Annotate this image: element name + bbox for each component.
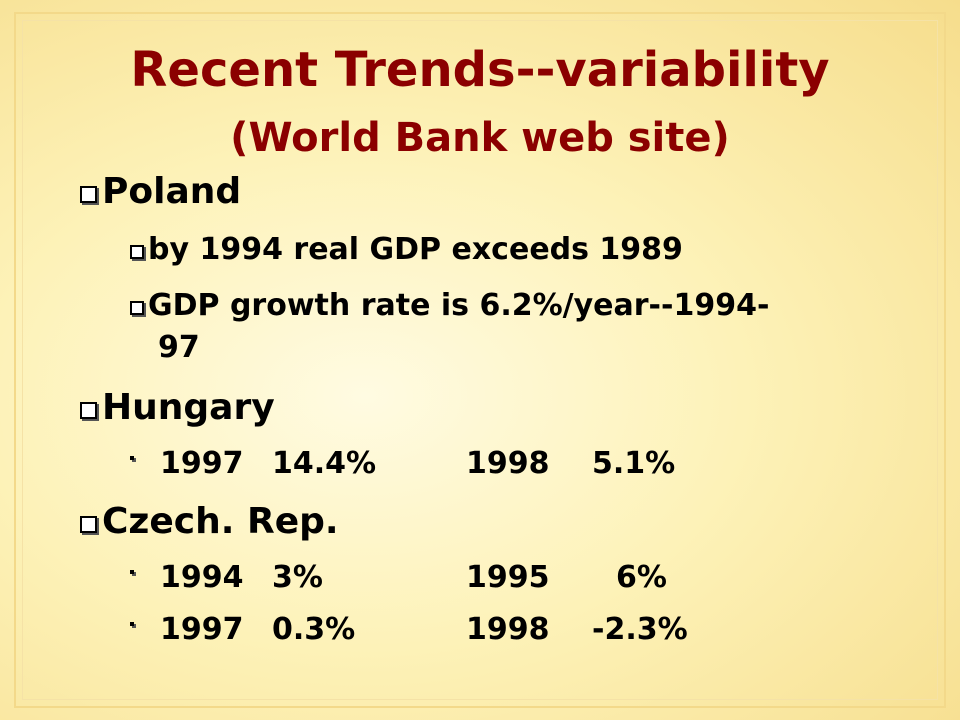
- bullet-czech: Czech. Rep.: [80, 500, 339, 544]
- slide-frame-outer: [14, 12, 946, 708]
- checkbox-bullet-icon: [80, 186, 97, 203]
- checkbox-bullet-icon: [130, 456, 134, 460]
- value-cell: -2.3%: [592, 612, 688, 647]
- bullet-hungary: Hungary: [80, 386, 275, 430]
- bullet-label: Czech. Rep.: [102, 501, 339, 542]
- year-cell: 1997: [160, 612, 244, 647]
- hungary-growth-row: 1997 14.4% 1998 5.1%: [0, 444, 960, 484]
- checkbox-bullet-icon: [80, 516, 97, 533]
- czech-growth-row-2: 1997 0.3% 1998 -2.3%: [0, 610, 960, 650]
- value-cell: 0.3%: [272, 612, 356, 647]
- slide-frame-inner: [22, 20, 938, 700]
- subbullet-poland-growth-cont: 97: [158, 328, 200, 368]
- subbullet-text: by 1994 real GDP exceeds 1989: [148, 232, 683, 267]
- bullet-label: Hungary: [102, 387, 275, 428]
- checkbox-bullet-icon: [130, 245, 144, 259]
- checkbox-bullet-icon: [130, 570, 134, 574]
- year-cell: 1994: [160, 560, 244, 595]
- slide-title: Recent Trends--variability: [130, 42, 830, 98]
- bullet-label: Poland: [102, 171, 242, 212]
- checkbox-bullet-icon: [80, 402, 97, 419]
- value-cell: 14.4%: [272, 446, 377, 481]
- checkbox-bullet-icon: [130, 622, 134, 626]
- subbullet-poland-gdp: by 1994 real GDP exceeds 1989: [130, 230, 683, 270]
- czech-growth-row-1: 1994 3% 1995 6%: [0, 558, 960, 598]
- year-cell: 1995: [466, 560, 550, 595]
- value-cell: 3%: [272, 560, 323, 595]
- year-cell: 1997: [160, 446, 244, 481]
- subbullet-poland-growth: GDP growth rate is 6.2%/year--1994-: [130, 286, 769, 326]
- slide-subtitle: (World Bank web site): [230, 115, 730, 161]
- value-cell: 6%: [616, 560, 667, 595]
- checkbox-bullet-icon: [130, 301, 144, 315]
- value-cell: 5.1%: [592, 446, 676, 481]
- subbullet-text-line1: GDP growth rate is 6.2%/year--1994-: [148, 288, 770, 323]
- subbullet-text-line2: 97: [158, 330, 200, 365]
- year-cell: 1998: [466, 446, 550, 481]
- year-cell: 1998: [466, 612, 550, 647]
- bullet-poland: Poland: [80, 170, 241, 214]
